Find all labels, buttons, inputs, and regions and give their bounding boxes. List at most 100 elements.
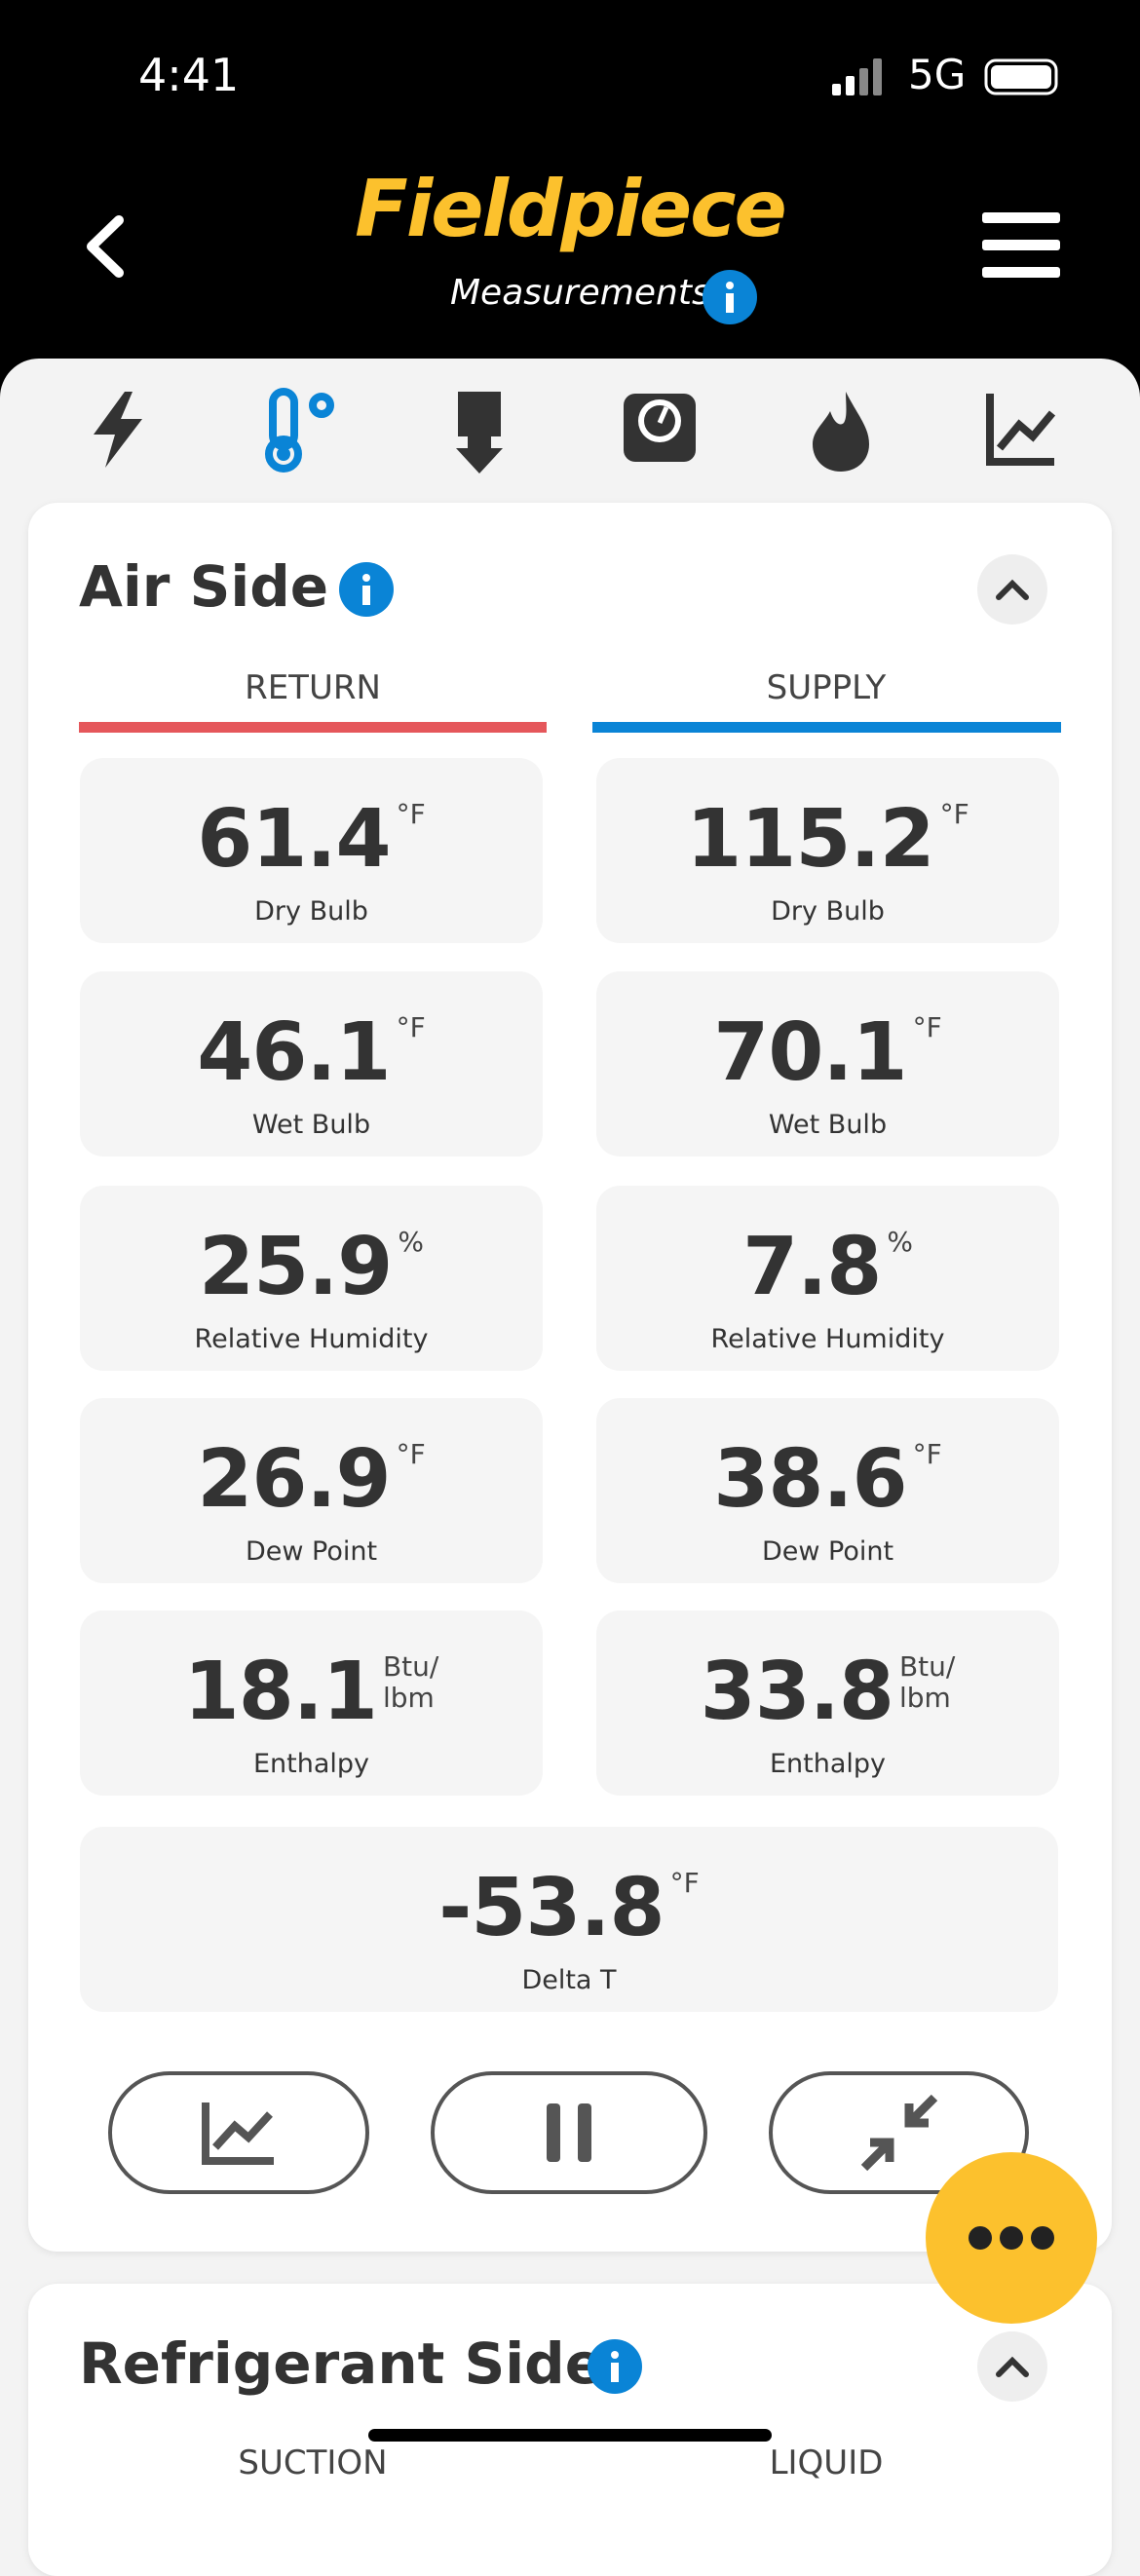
info-icon[interactable]	[587, 2338, 643, 2395]
pause-button[interactable]	[431, 2071, 707, 2194]
value-row: 25.9%	[80, 1221, 543, 1314]
info-icon[interactable]	[702, 269, 758, 325]
unit-line: °F	[939, 798, 969, 830]
info-icon[interactable]	[338, 561, 395, 618]
collapse-button[interactable]	[977, 2331, 1047, 2402]
measurement-cell: 33.8 Btu/lbm Enthalpy	[596, 1610, 1059, 1796]
unit: Btu/lbm	[899, 1651, 955, 1714]
measurement-cell: 25.9% Relative Humidity	[80, 1186, 543, 1371]
more-button[interactable]	[925, 2151, 1100, 2327]
section-title: Refrigerant Side	[79, 2330, 604, 2397]
measurement-cell: -53.8 °F Delta T	[80, 1827, 1058, 2012]
label: Dry Bulb	[254, 896, 368, 927]
measurement-cell: 115.2 °F Dry Bulb	[596, 758, 1059, 943]
value-row: 18.1 Btu/lbm	[80, 1646, 543, 1739]
unit: °F	[397, 1439, 426, 1470]
return-bar	[79, 722, 547, 733]
unit-line: °F	[396, 798, 426, 830]
collapse-button[interactable]	[977, 554, 1047, 625]
label: Dry Bulb	[771, 896, 885, 927]
unit: °F	[913, 1012, 942, 1043]
unit: %	[398, 1227, 424, 1258]
column-header: SUPPLY	[766, 668, 887, 707]
value-row: 70.1 °F	[596, 1006, 1059, 1100]
pause-icon	[547, 2103, 591, 2162]
value-row: 61.4 °F	[80, 793, 543, 887]
measurement-cell: 7.8% Relative Humidity	[596, 1186, 1059, 1371]
supply-bar	[592, 722, 1061, 733]
unit-line: Btu/	[382, 1650, 439, 1683]
value-row: 26.9 °F	[80, 1433, 543, 1527]
status-icons	[832, 58, 1058, 95]
value: 33.8	[700, 1646, 894, 1738]
unit-line: lbm	[898, 1682, 951, 1714]
unit-line: °F	[396, 1011, 426, 1043]
value: 25.9	[199, 1221, 393, 1313]
unit-line: Btu/	[898, 1650, 956, 1683]
value: 26.9	[197, 1433, 391, 1526]
label: Relative Humidity	[194, 1324, 429, 1354]
unit-line: °F	[912, 1438, 942, 1470]
value-row: 7.8%	[596, 1221, 1059, 1314]
value: 38.6	[713, 1433, 907, 1526]
value: 61.4	[197, 793, 391, 886]
unit-line: %	[887, 1226, 913, 1258]
value: 70.1	[713, 1006, 907, 1099]
measurement-cell: 46.1 °F Wet Bulb	[80, 971, 543, 1156]
unit: °F	[397, 799, 426, 830]
minimize-button[interactable]	[769, 2071, 1029, 2194]
unit-line: lbm	[382, 1682, 435, 1714]
home-indicator	[368, 2429, 772, 2442]
label: Enthalpy	[769, 1749, 887, 1779]
value-row: 115.2 °F	[596, 793, 1059, 887]
measurement-cell: 61.4 °F Dry Bulb	[80, 758, 543, 943]
column-header: RETURN	[245, 668, 381, 707]
value-row: 33.8 Btu/lbm	[596, 1646, 1059, 1739]
label: Dew Point	[761, 1536, 894, 1567]
unit: °F	[913, 1439, 942, 1470]
graph-button[interactable]	[108, 2071, 369, 2194]
column-header: LIQUID	[769, 2443, 884, 2482]
measurement-cell: 18.1 Btu/lbm Enthalpy	[80, 1610, 543, 1796]
minimize-icon	[860, 2094, 937, 2172]
status-network: 5G	[908, 51, 967, 98]
measurement-cell: 70.1 °F Wet Bulb	[596, 971, 1059, 1156]
value-row: 38.6 °F	[596, 1433, 1059, 1527]
value: -53.8	[438, 1862, 665, 1954]
subtitle: Measurements	[450, 273, 710, 313]
unit-line: °F	[912, 1011, 942, 1043]
brand: Fieldpiece	[355, 164, 787, 254]
unit: Btu/lbm	[383, 1651, 438, 1714]
unit: °F	[670, 1868, 700, 1899]
unit: °F	[397, 1012, 426, 1043]
unit: %	[887, 1227, 913, 1258]
label: Wet Bulb	[768, 1110, 888, 1140]
value-row: 46.1 °F	[80, 1006, 543, 1100]
label: Wet Bulb	[251, 1110, 371, 1140]
section-title: Air Side	[79, 553, 329, 620]
measurement-cell: 38.6 °F Dew Point	[596, 1398, 1059, 1583]
unit-line: °F	[669, 1867, 700, 1899]
value-row: -53.8 °F	[80, 1862, 1058, 1955]
tab-icons[interactable]	[0, 380, 1140, 477]
value: 115.2	[686, 793, 934, 886]
label: Dew Point	[245, 1536, 378, 1567]
label: Relative Humidity	[710, 1324, 945, 1354]
column-header: SUCTION	[238, 2443, 388, 2482]
value: 18.1	[183, 1646, 378, 1738]
graph-icon	[202, 2102, 274, 2165]
value: 46.1	[197, 1006, 391, 1099]
back-button[interactable]	[80, 214, 129, 279]
menu-button[interactable]	[982, 210, 1062, 281]
label: Delta T	[521, 1965, 617, 1995]
header-bg	[0, 0, 1140, 409]
unit-line: °F	[396, 1438, 426, 1470]
measurement-cell: 26.9 °F Dew Point	[80, 1398, 543, 1583]
status-time: 4:41	[138, 49, 240, 101]
unit: °F	[940, 799, 969, 830]
label: Enthalpy	[252, 1749, 370, 1779]
unit-line: %	[398, 1226, 424, 1258]
value: 7.8	[742, 1221, 882, 1313]
